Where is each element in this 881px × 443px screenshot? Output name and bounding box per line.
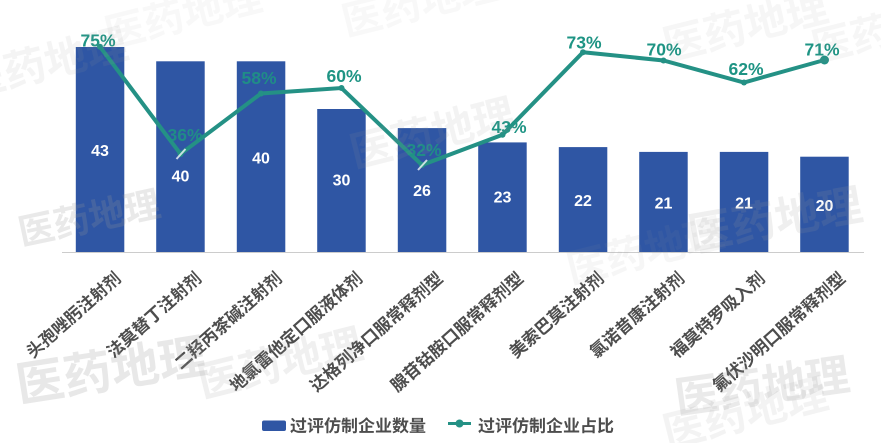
svg-text:40: 40 bbox=[172, 169, 190, 186]
svg-text:21: 21 bbox=[655, 196, 673, 213]
svg-text:40: 40 bbox=[252, 151, 270, 168]
svg-text:23: 23 bbox=[494, 190, 512, 207]
svg-text:60%: 60% bbox=[326, 66, 361, 86]
svg-text:58%: 58% bbox=[241, 68, 276, 88]
svg-text:62%: 62% bbox=[728, 59, 763, 79]
svg-text:43: 43 bbox=[91, 143, 109, 160]
svg-text:26: 26 bbox=[413, 183, 431, 200]
svg-text:22: 22 bbox=[574, 193, 592, 210]
svg-text:73%: 73% bbox=[566, 32, 601, 52]
svg-text:30: 30 bbox=[333, 173, 351, 190]
svg-text:36%: 36% bbox=[167, 125, 202, 145]
